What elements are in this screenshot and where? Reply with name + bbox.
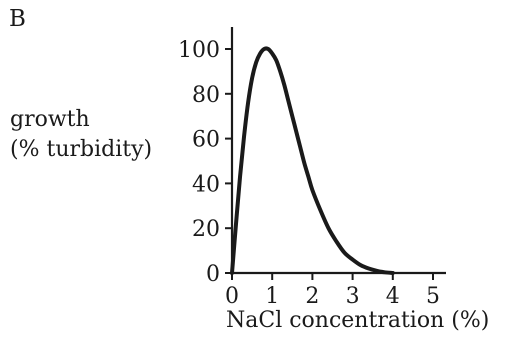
y-axis-label: growth (% turbidity) (10, 105, 152, 165)
y-tick-label-100: 100 (178, 38, 220, 63)
x-tick-label-4: 4 (386, 284, 400, 309)
panel-label: B (9, 6, 26, 32)
y-tick-label-60: 60 (192, 128, 220, 153)
series-group (230, 46, 395, 275)
tick-labels: 0 20 40 60 80 100 0 1 2 3 4 5 (178, 38, 440, 309)
x-tick-label-2: 2 (305, 284, 319, 309)
y-tick-label-40: 40 (192, 172, 220, 197)
tick-marks (225, 48, 434, 280)
x-axis-label: NaCl concentration (%) (226, 308, 490, 333)
x-tick-label-5: 5 (426, 284, 440, 309)
x-tick-label-3: 3 (346, 284, 360, 309)
y-tick-label-0: 0 (206, 262, 220, 287)
axes (230, 27, 446, 275)
y-tick-label-20: 20 (192, 217, 220, 242)
x-tick-label-1: 1 (265, 284, 279, 309)
y-axis-label-line-1: growth (10, 107, 90, 132)
series-line-0 (230, 46, 395, 275)
y-tick-label-80: 80 (192, 83, 220, 108)
x-tick-label-0: 0 (225, 284, 239, 309)
y-axis-label-line-2: (% turbidity) (10, 137, 153, 162)
